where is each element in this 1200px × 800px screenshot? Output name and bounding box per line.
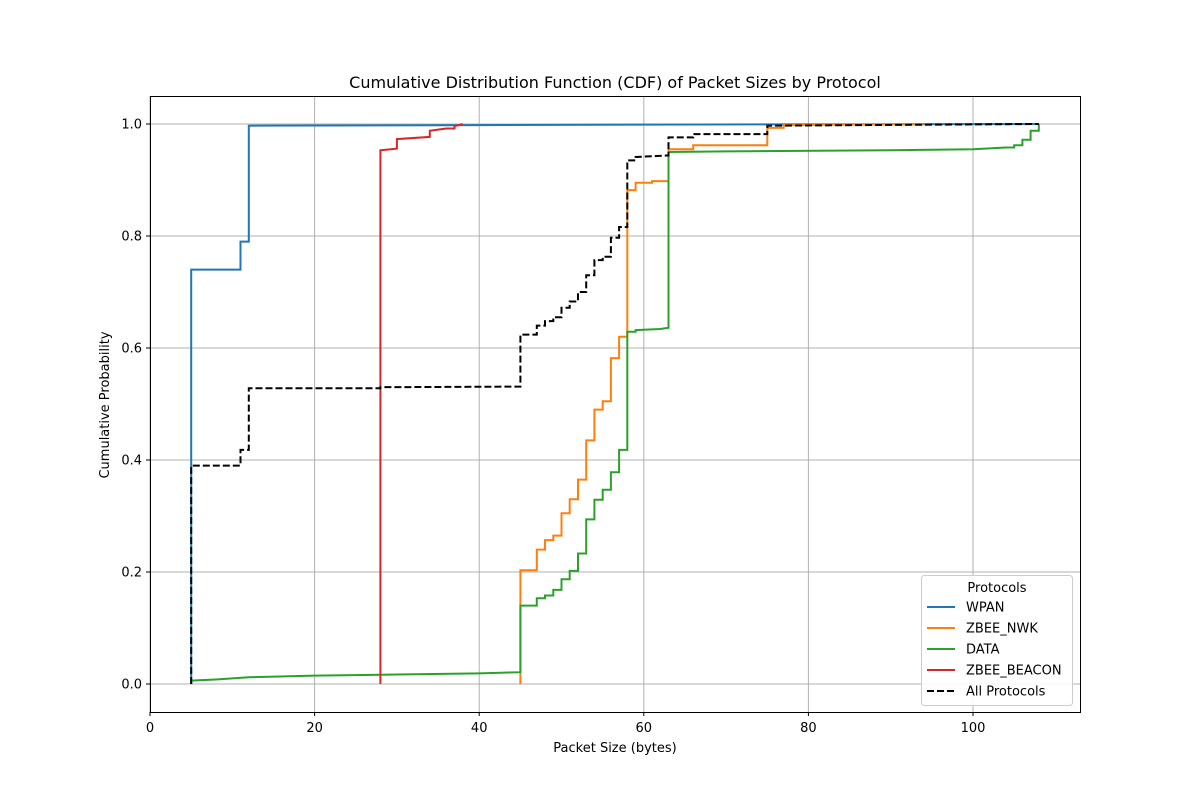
- series-line-zbee-nwk: [519, 123, 924, 684]
- x-axis-label: Packet Size (bytes): [553, 741, 676, 756]
- legend-box: [921, 575, 1073, 706]
- legend-label-wpan: WPAN: [966, 601, 1004, 616]
- plot-frame: [150, 96, 1081, 713]
- x-tick-label: 100: [961, 721, 986, 736]
- x-tick-label: 0: [146, 721, 154, 736]
- x-tick-label: 60: [636, 721, 653, 736]
- legend-entries: WPAN ZBEE_NWK DATA ZBEE_BEACON All Protocols: [927, 601, 1062, 700]
- legend-label-zbee-beacon: ZBEE_BEACON: [966, 664, 1062, 679]
- series-line-zbee-beacon: [379, 123, 463, 684]
- legend-label-data: DATA: [966, 643, 1000, 658]
- y-axis-label: Cumulative Probability: [98, 331, 113, 478]
- y-tick-label: 0.6: [121, 342, 142, 357]
- y-tick-label: 0.8: [121, 230, 142, 245]
- y-axis-ticks: 0.0 0.2 0.4 0.6 0.8 1.0: [121, 118, 150, 693]
- legend-label-zbee-nwk: ZBEE_NWK: [966, 622, 1038, 637]
- series-line-data: [190, 124, 1040, 684]
- chart-title: Cumulative Distribution Function (CDF) o…: [349, 73, 881, 92]
- x-tick-label: 40: [471, 721, 488, 736]
- series-line-wpan: [190, 123, 1039, 684]
- grid-lines: [149, 96, 1080, 712]
- x-tick-label: 80: [800, 721, 817, 736]
- x-axis-ticks: 0 20 40 60 80 100: [146, 712, 986, 736]
- series-line-all-protocols: [190, 123, 1039, 684]
- y-tick-label: 0.0: [121, 678, 142, 693]
- y-tick-label: 1.0: [121, 118, 142, 133]
- x-tick-label: 20: [306, 721, 323, 736]
- series-lines: [190, 123, 1040, 684]
- y-tick-label: 0.4: [121, 454, 142, 469]
- legend-title: Protocols: [967, 581, 1026, 596]
- legend-label-all-protocols: All Protocols: [966, 685, 1046, 700]
- y-tick-label: 0.2: [121, 566, 142, 581]
- legend: Protocols WPAN ZBEE_NWK DATA ZBEE_BEACON All…: [921, 575, 1073, 706]
